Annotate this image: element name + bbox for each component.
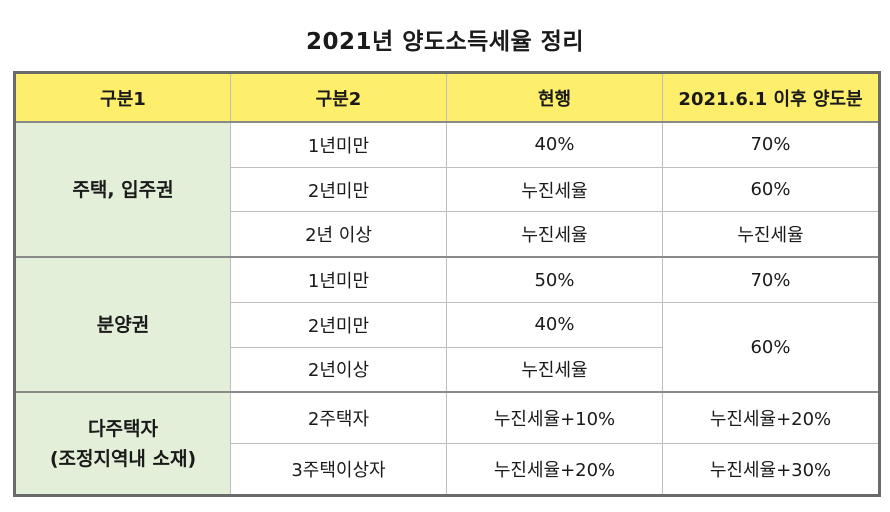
holding-period-cell: 2년이상 (230, 346, 447, 393)
after-rate-cell: 누진세율 (662, 211, 880, 258)
page-title: 2021년 양도소득세율 정리 (306, 29, 584, 55)
table-row: 2년 이상 누진세율 누진세율 (15, 211, 880, 258)
table-row: 2년미만 40% 60% (15, 302, 880, 393)
holding-period-cell: 2주택자 (230, 391, 447, 444)
after-rate-cell: 70% (662, 121, 880, 168)
current-rate-cell: 50% (446, 256, 663, 304)
group-label-presale-right: 분양권 (14, 256, 231, 393)
table-row: 주택, 입주권 1년미만 40% 70% (14, 121, 880, 258)
after-rate-cell: 누진세율+20% (662, 391, 880, 444)
current-rate-cell: 40% (446, 121, 663, 168)
group-label-line1: 다주택자 (88, 417, 158, 440)
group-label-housing: 주택, 입주권 (14, 121, 231, 258)
current-rate-cell: 누진세율+10% (446, 391, 663, 444)
after-rate-cell: 70% (662, 256, 880, 304)
current-rate-cell: 누진세율 (446, 166, 663, 213)
header-category2: 구분2 (230, 72, 447, 123)
holding-period-cell: 3주택이상자 (230, 442, 447, 497)
table-header-row: 구분1 구분2 현행 2021.6.1 이후 양도분 (14, 72, 880, 123)
header-after-2021-6-1: 2021.6.1 이후 양도분 (662, 72, 880, 123)
current-rate-cell: 누진세율 (446, 211, 663, 258)
table-row: 2년이상 누진세율 (15, 346, 880, 393)
holding-period-cell: 1년미만 (230, 121, 447, 168)
table-row: 3주택이상자 누진세율+20% 누진세율+30% (15, 442, 880, 497)
table-row: 다주택자 (조정지역내 소재) 2주택자 누진세율+10% 누진세율+20% (14, 391, 880, 497)
header-category1: 구분1 (14, 72, 231, 123)
header-current: 현행 (446, 72, 663, 123)
table-row: 2년미만 누진세율 60% (15, 166, 880, 213)
holding-period-cell: 2년 이상 (230, 211, 447, 258)
group-label-line2: (조정지역내 소재) (49, 447, 197, 470)
table-row: 분양권 1년미만 50% 70% (14, 256, 880, 393)
tax-rate-table: 구분1 구분2 현행 2021.6.1 이후 양도분 주택, 입주권 1년미만 … (13, 71, 881, 497)
current-rate-cell: 누진세율 (446, 346, 663, 393)
after-rate-cell: 60% (662, 166, 880, 213)
holding-period-cell: 2년미만 (230, 166, 447, 213)
after-rate-cell: 60% (662, 302, 880, 393)
current-rate-cell: 40% (446, 302, 663, 348)
holding-period-cell: 1년미만 (230, 256, 447, 304)
after-rate-cell: 누진세율+30% (662, 442, 880, 497)
holding-period-cell: 2년미만 (230, 302, 447, 348)
group-label-multi-homeowner: 다주택자 (조정지역내 소재) (14, 391, 231, 497)
current-rate-cell: 누진세율+20% (446, 442, 663, 497)
